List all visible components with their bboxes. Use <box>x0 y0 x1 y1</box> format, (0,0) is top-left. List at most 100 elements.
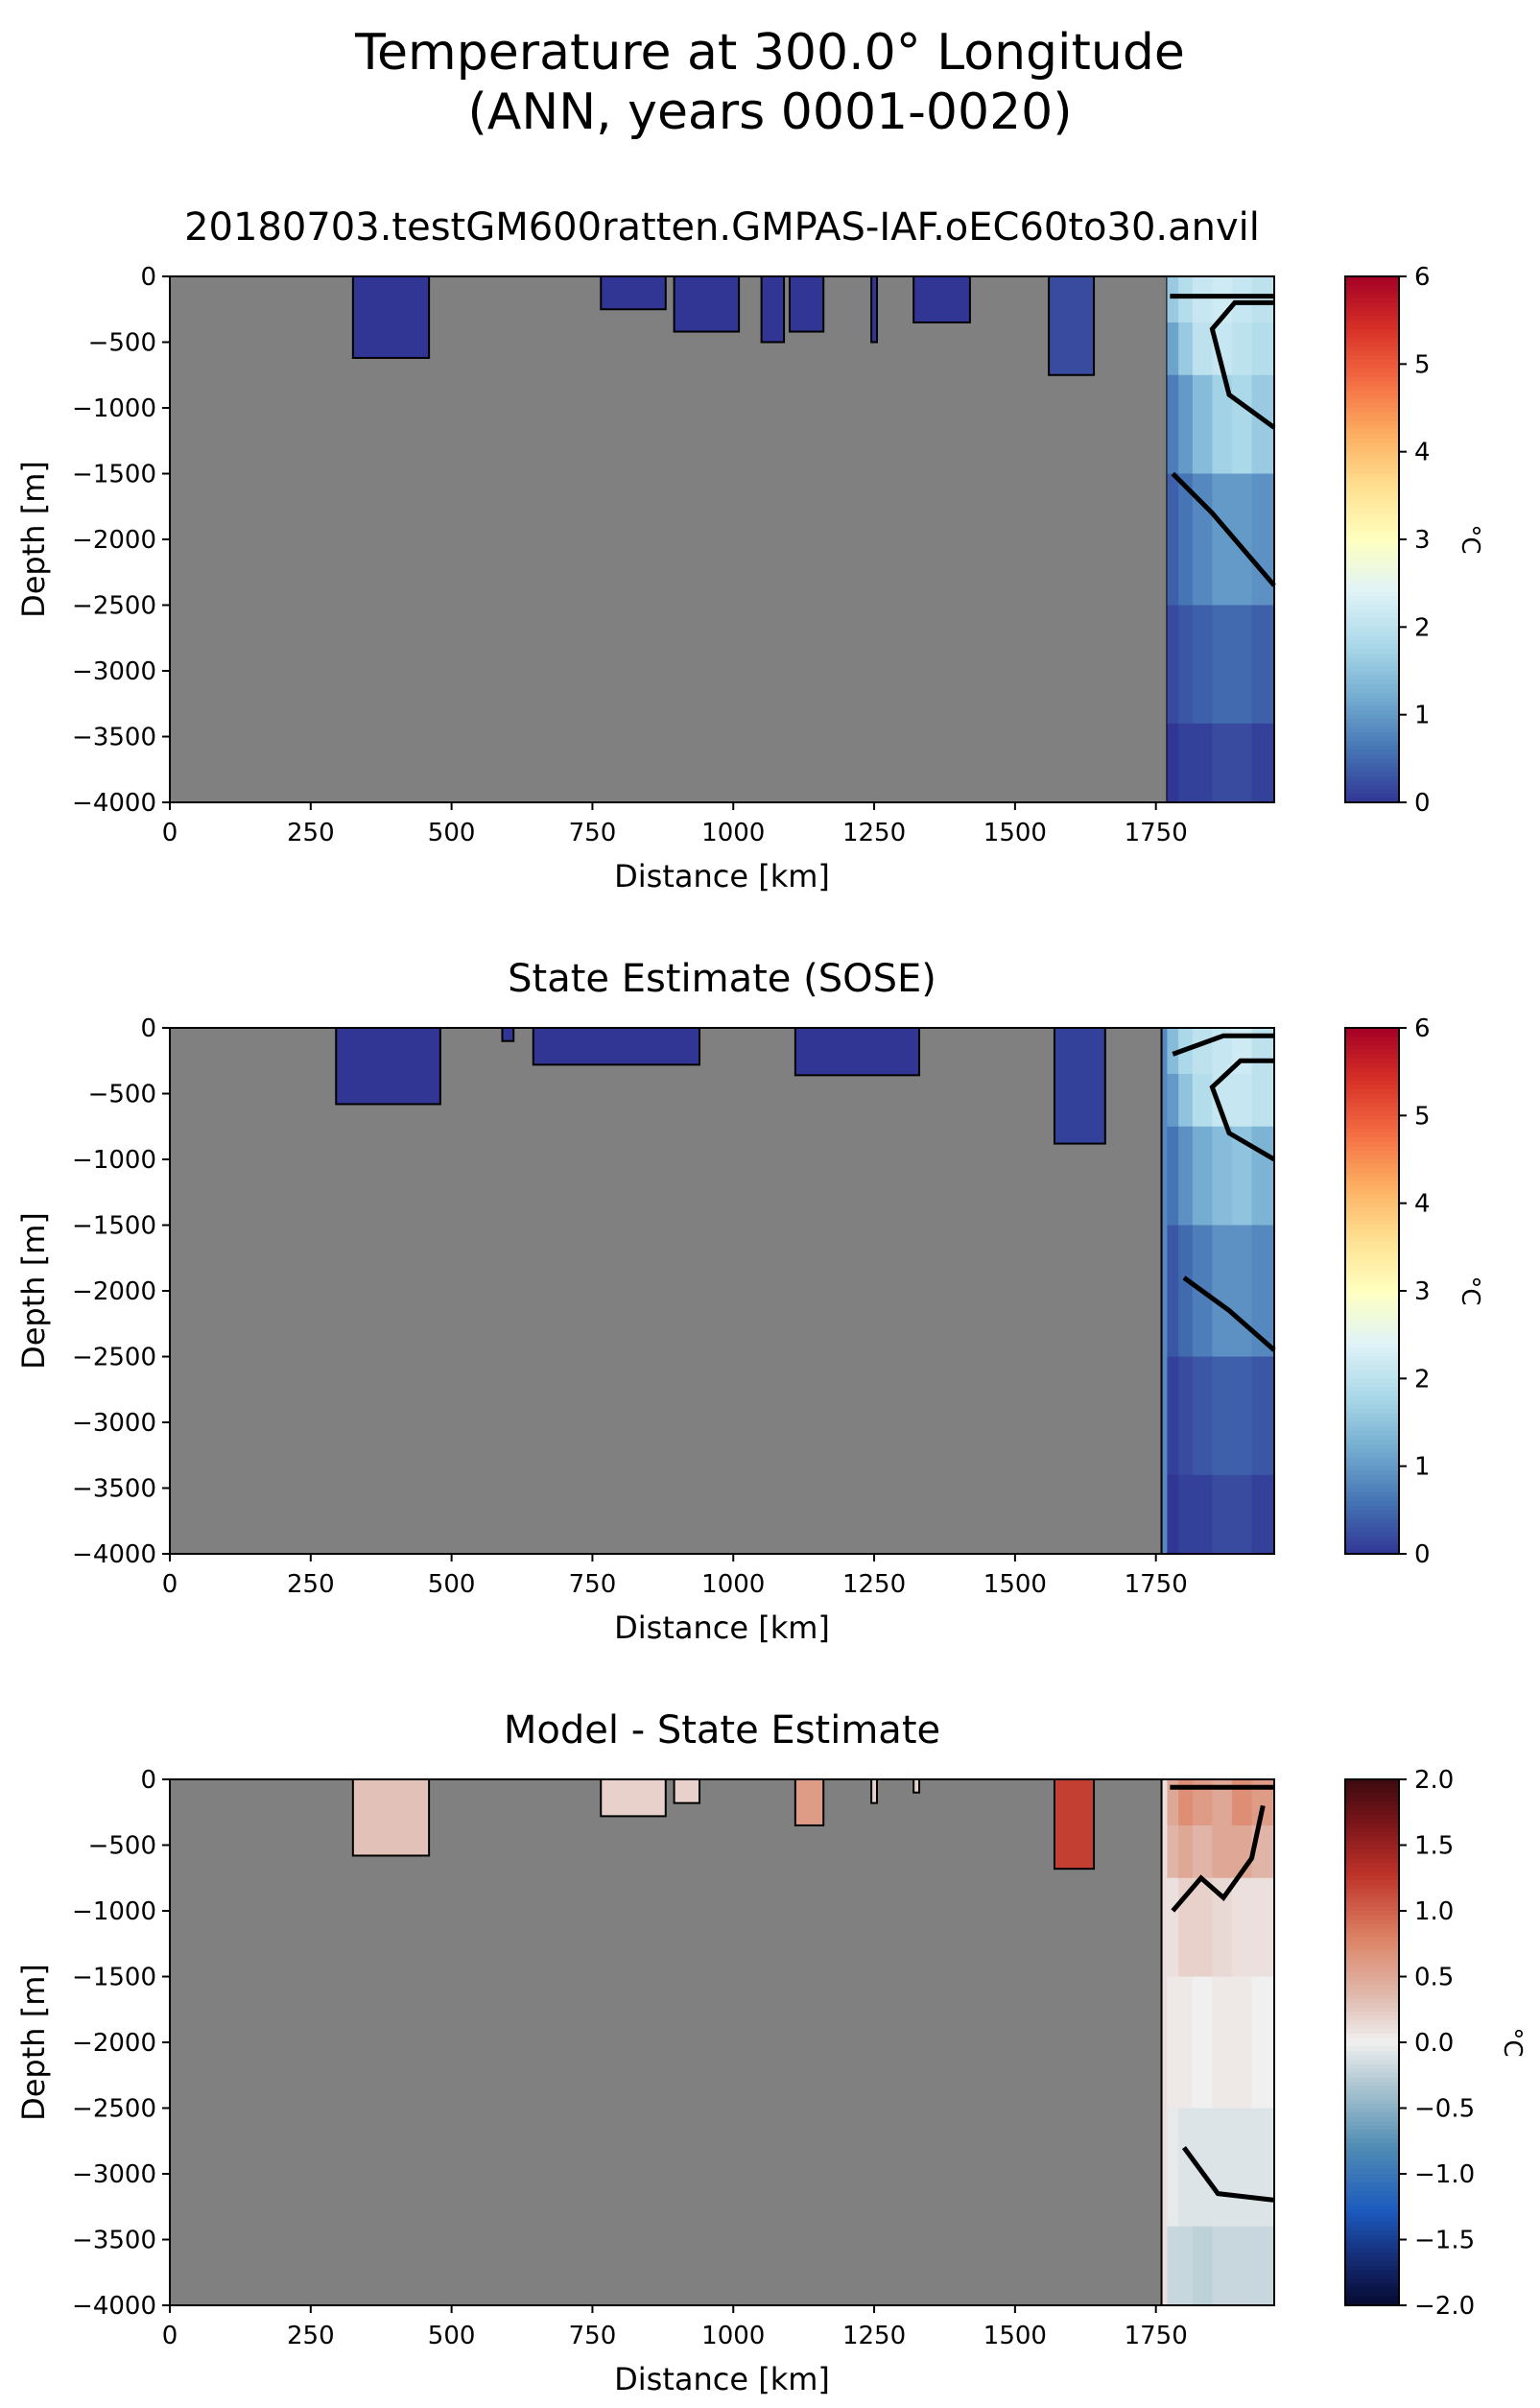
colorbar-segment <box>1345 2186 1399 2192</box>
field-cell <box>1192 1474 1213 1555</box>
colorbar-segment <box>1345 2292 1399 2298</box>
colorbar-segment <box>1345 1945 1399 1951</box>
colorbar-segment <box>1345 1185 1399 1191</box>
y-tick-label: −2000 <box>72 1277 156 1306</box>
colorbar-segment <box>1345 1457 1399 1463</box>
colorbar-segment <box>1345 2244 1399 2250</box>
colorbar-segment <box>1345 1779 1399 1785</box>
colorbar-segment <box>1345 2301 1399 2306</box>
colorbar-segment <box>1345 1959 1399 1965</box>
field-cell <box>1167 374 1179 474</box>
colorbar-tick-label: 0.0 <box>1414 2029 1454 2058</box>
colorbar-segment <box>1345 495 1399 501</box>
colorbar-segment <box>1345 1479 1399 1485</box>
colorbar-segment <box>1345 1976 1399 1982</box>
ocean-region <box>912 1778 921 1794</box>
field-cell <box>1167 1976 1179 2109</box>
colorbar-segment <box>1345 1443 1399 1449</box>
x-tick-label: 750 <box>569 2322 617 2350</box>
colorbar-segment <box>1345 1093 1399 1099</box>
panel-title: State Estimate (SOSE) <box>508 957 936 1001</box>
colorbar-segment <box>1345 793 1399 799</box>
x-axis-label: Distance [km] <box>614 1609 830 1646</box>
y-tick-label: −1500 <box>72 461 156 489</box>
y-axis-label: Depth [m] <box>15 461 52 618</box>
field-cell <box>1167 723 1179 803</box>
colorbar-segment <box>1345 2239 1399 2245</box>
colorbar-segment <box>1345 2261 1399 2267</box>
colorbar-segment <box>1345 1180 1399 1186</box>
colorbar-segment <box>1345 1395 1399 1401</box>
colorbar-segment <box>1345 1911 1399 1917</box>
x-tick-label: 1500 <box>983 1570 1047 1599</box>
colorbar-segment <box>1345 745 1399 751</box>
ocean-region <box>600 275 667 311</box>
colorbar-segment <box>1345 2174 1399 2180</box>
colorbar-segment <box>1345 1867 1399 1872</box>
colorbar-tick-label: 4 <box>1414 1190 1431 1219</box>
field-cell <box>1167 1474 1179 1555</box>
colorbar-segment <box>1345 2024 1399 2030</box>
field-cell <box>1178 723 1194 803</box>
y-tick-label: −3500 <box>72 1475 156 1504</box>
colorbar-segment <box>1345 1474 1399 1480</box>
colorbar-segment <box>1345 1334 1399 1340</box>
colorbar-segment <box>1345 499 1399 506</box>
colorbar-segment <box>1345 2068 1399 2074</box>
field-cell <box>1178 1356 1194 1476</box>
colorbar-segment <box>1345 1203 1399 1208</box>
x-tick-label: 0 <box>162 2322 178 2350</box>
colorbar-segment <box>1345 487 1399 492</box>
colorbar-segment <box>1345 1295 1399 1300</box>
colorbar-segment <box>1345 1325 1399 1331</box>
field-cell <box>1231 1073 1253 1128</box>
colorbar-segment <box>1345 1897 1399 1903</box>
colorbar-segment <box>1345 1303 1399 1309</box>
field-cell <box>1178 1474 1194 1555</box>
ocean-region <box>760 275 786 344</box>
colorbar-segment <box>1345 2156 1399 2161</box>
field-cell <box>1231 1356 1253 1476</box>
chart-panel-1: 20180703.testGM600ratten.GMPAS-IAF.oEC60… <box>15 205 1484 894</box>
colorbar-segment <box>1345 710 1399 716</box>
colorbar-segment <box>1345 482 1399 488</box>
x-tick-label: 500 <box>428 1570 476 1599</box>
colorbar-segment <box>1345 1251 1399 1257</box>
colorbar-label: °C <box>1498 2027 1527 2057</box>
x-tick-label: 1500 <box>983 819 1047 847</box>
colorbar-segment <box>1345 1462 1399 1467</box>
colorbar-segment <box>1345 683 1399 689</box>
colorbar-segment <box>1345 1216 1399 1222</box>
colorbar-segment <box>1345 539 1399 545</box>
colorbar-tick-label: −1.0 <box>1414 2160 1475 2189</box>
field-cell <box>1212 2226 1233 2306</box>
colorbar-segment <box>1345 2164 1399 2171</box>
colorbar-segment <box>1345 679 1399 685</box>
field-cell <box>1212 322 1233 376</box>
colorbar-segment <box>1345 364 1399 370</box>
colorbar-segment <box>1345 666 1399 672</box>
colorbar-tick-label: 1.0 <box>1414 1897 1454 1926</box>
y-tick-label: −1500 <box>72 1212 156 1241</box>
colorbar-segment <box>1345 1858 1399 1864</box>
colorbar-segment <box>1345 2060 1399 2065</box>
colorbar-segment <box>1345 692 1399 698</box>
colorbar-segment <box>1345 762 1399 769</box>
colorbar-segment <box>1345 342 1399 347</box>
field-cell <box>1178 605 1194 725</box>
colorbar-segment <box>1345 2143 1399 2149</box>
y-tick-label: 0 <box>140 1014 156 1043</box>
colorbar-segment <box>1345 1028 1399 1034</box>
field-cell <box>1251 1779 1275 1826</box>
field-cell <box>1212 1824 1233 1879</box>
colorbar-segment <box>1345 346 1399 352</box>
colorbar-segment <box>1345 2213 1399 2219</box>
colorbar-segment <box>1345 1037 1399 1042</box>
ocean-region <box>532 1027 701 1066</box>
colorbar-segment <box>1345 1889 1399 1895</box>
x-tick-label: 1750 <box>1125 1570 1188 1599</box>
land-background <box>170 276 1274 802</box>
colorbar-segment <box>1345 548 1399 554</box>
field-cell <box>1192 1028 1213 1075</box>
y-tick-label: 0 <box>140 263 156 292</box>
